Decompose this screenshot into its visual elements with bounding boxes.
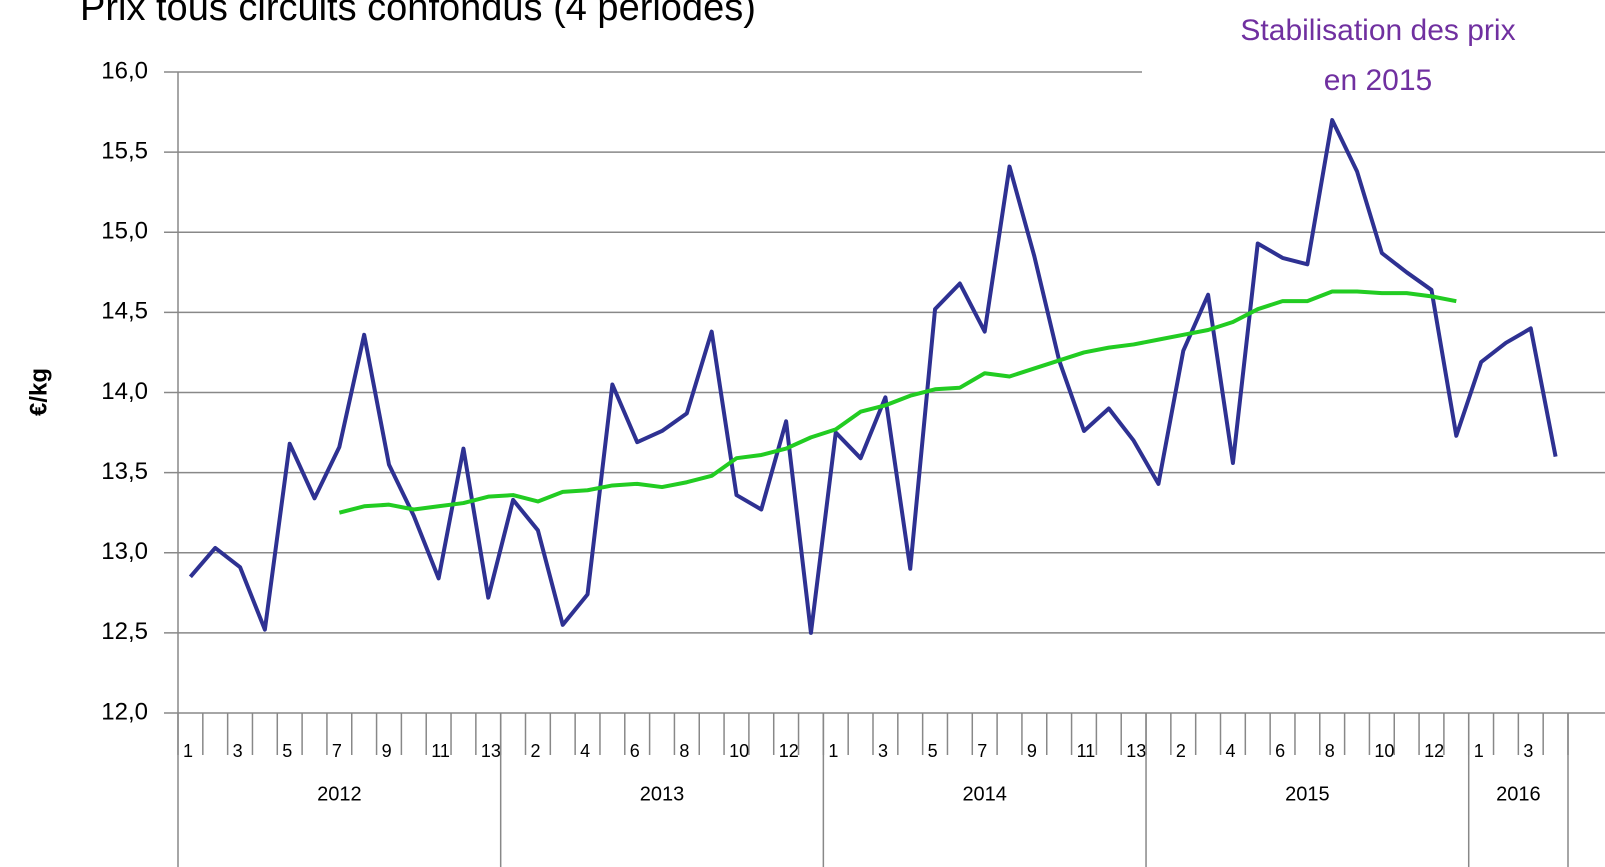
x-tick-label: 13	[481, 741, 501, 761]
y-axis-label: €/kg	[25, 368, 52, 416]
group-label: 2014	[962, 783, 1007, 805]
x-tick-label: 7	[332, 741, 342, 761]
group-label: 2012	[317, 783, 362, 805]
x-tick-label: 1	[183, 741, 193, 761]
x-tick-label: 7	[977, 741, 987, 761]
annotation-line: en 2015	[1324, 64, 1432, 97]
x-tick-label: 4	[1226, 741, 1236, 761]
y-tick-label: 12,0	[101, 698, 148, 725]
y-tick-label: 12,5	[101, 618, 148, 645]
y-tick-label: 15,5	[101, 137, 148, 164]
group-label: 2015	[1285, 783, 1330, 805]
x-tick-label: 2	[1176, 741, 1186, 761]
x-tick-label: 3	[878, 741, 888, 761]
x-tick-label: 13	[1126, 741, 1146, 761]
y-tick-label: 14,5	[101, 298, 148, 325]
y-tick-label: 16,0	[101, 57, 148, 84]
y-tick-label: 13,5	[101, 458, 148, 485]
series-line	[338, 289, 1457, 515]
x-tick-label: 2	[531, 741, 541, 761]
x-tick-label: 3	[233, 741, 243, 761]
x-tick-label: 9	[382, 741, 392, 761]
x-tick-label: 1	[1474, 741, 1484, 761]
x-tick-label: 9	[1027, 741, 1037, 761]
y-tick-label: 15,0	[101, 218, 148, 245]
x-tick-label: 1	[828, 741, 838, 761]
group-label: 2016	[1496, 783, 1541, 805]
annotation-bg	[1142, 8, 1605, 108]
x-tick-label: 6	[630, 741, 640, 761]
x-tick-label: 10	[1374, 741, 1394, 761]
x-tick-label: 3	[1523, 741, 1533, 761]
x-tick-label: 12	[779, 741, 799, 761]
x-tick-label: 10	[729, 741, 749, 761]
y-tick-label: 14,0	[101, 378, 148, 405]
group-label: 2013	[640, 783, 685, 805]
x-tick-label: 8	[679, 741, 689, 761]
x-tick-label: 6	[1275, 741, 1285, 761]
chart-title: Prix tous circuits confondus (4 périodes…	[80, 0, 756, 29]
series-line	[188, 118, 1558, 635]
x-tick-label: 12	[1424, 741, 1444, 761]
x-tick-label: 11	[1077, 741, 1096, 761]
x-tick-label: 5	[928, 741, 938, 761]
x-tick-label: 5	[282, 741, 292, 761]
x-tick-label: 8	[1325, 741, 1335, 761]
annotation-line: Stabilisation des prix	[1240, 14, 1515, 47]
x-tick-label: 11	[431, 741, 450, 761]
annotation: Stabilisation des prix en 2015	[1240, 14, 1515, 97]
y-tick-label: 13,0	[101, 538, 148, 565]
x-tick-label: 4	[580, 741, 590, 761]
